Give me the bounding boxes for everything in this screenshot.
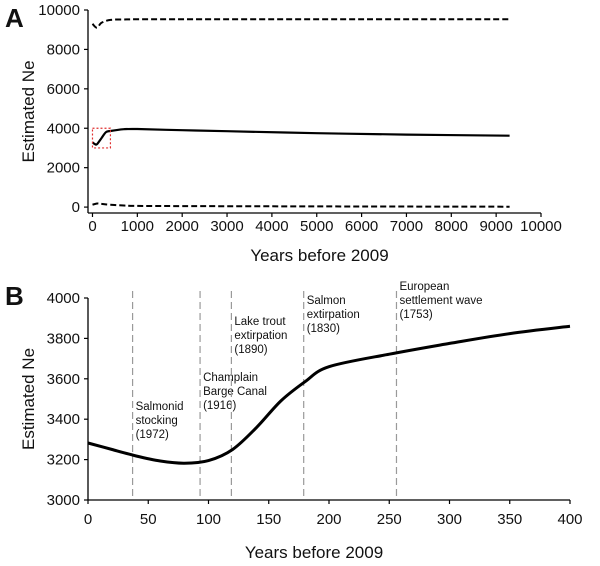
event-label: stocking (136, 415, 178, 427)
panel-a-y-tick-label: 4000 (47, 120, 80, 137)
panel-a-x-tick-label: 7000 (390, 218, 423, 235)
panel-b-x-axis-label: Years before 2009 (245, 543, 383, 562)
panel-b-x-tick-label: 100 (196, 511, 221, 528)
panel-a-plot: 0 2000 4000 6000 8000 10000 0 1000 2000 3000 4000 5… (19, 2, 562, 265)
panel-b-x-tick-label: 300 (437, 511, 462, 528)
panel-a-zoom-box (91, 127, 112, 149)
panel-a-x-tick-label: 1000 (121, 218, 154, 235)
panel-a-series-2-line (91, 127, 510, 146)
panel-b-x-tick-label: 200 (316, 511, 341, 528)
event-label: (1830) (307, 323, 340, 335)
event-label: (1916) (203, 400, 236, 412)
panel-a-series-1-line (91, 18, 510, 29)
panel-a-y-tick-label: 0 (72, 199, 80, 216)
panel-b-y-tick-label: 3200 (47, 452, 80, 469)
panel-b-x-tick-label: 50 (140, 511, 157, 528)
panel-b-x-tick-label: 350 (497, 511, 522, 528)
event-label: (1972) (136, 429, 169, 441)
panel-label-a: A (5, 3, 24, 33)
panel-b-plot: 3000 3200 3400 3600 3800 4000 0 50 100 150 200 250 3… (19, 281, 583, 562)
event-label: settlement wave (399, 295, 482, 307)
panel-a-x-axis-label: Years before 2009 (250, 246, 388, 265)
panel-a-y-tick-label: 10000 (38, 2, 80, 19)
panel-b-x-tick-label: 400 (557, 511, 582, 528)
panel-b-y-tick-label: 3400 (47, 411, 80, 428)
panel-a-x-tick-label: 3000 (210, 218, 243, 235)
event-label: Barge Canal (203, 386, 267, 398)
panel-a-y-axis-label: Estimated Ne (19, 60, 38, 162)
panel-a-x-tick-label: 4000 (255, 218, 288, 235)
event-label: European (399, 281, 449, 293)
event-label: extirpation (307, 309, 360, 321)
panel-b-y-tick-label: 3800 (47, 330, 80, 347)
panel-b-y-tick-label: 4000 (47, 290, 80, 307)
panel-a-y-tick-label: 2000 (47, 160, 80, 177)
panel-a-x-tick-label: 0 (88, 218, 96, 235)
event-label: (1890) (234, 344, 267, 356)
panel-a-x-tick-label: 5000 (300, 218, 333, 235)
event-label: extirpation (234, 330, 287, 342)
panel-a-x-tick-label: 10000 (520, 218, 562, 235)
panel-b-y-tick-label: 3000 (47, 492, 80, 509)
panel-a-y-tick-label: 6000 (47, 81, 80, 98)
panel-a-series-3-line (92, 202, 510, 208)
panel-a-x-tick-label: 9000 (479, 218, 512, 235)
event-label: (1753) (399, 309, 432, 321)
panel-b-y-axis-label: Estimated Ne (19, 348, 38, 450)
panel-b-x-tick-label: 0 (84, 511, 92, 528)
event-label: Champlain (203, 372, 258, 384)
panel-a-x-tick-label: 6000 (345, 218, 378, 235)
panel-b-x-tick-label: 250 (377, 511, 402, 528)
event-label: Salmon (307, 295, 346, 307)
panel-a-x-tick-label: 8000 (435, 218, 468, 235)
event-label: Salmonid (136, 401, 184, 413)
event-label: Lake trout (234, 316, 286, 328)
panel-a-y-tick-label: 8000 (47, 41, 80, 58)
panel-b-y-tick-label: 3600 (47, 371, 80, 388)
panel-a-x-tick-label: 2000 (166, 218, 199, 235)
panel-b-series-line (87, 324, 571, 465)
panel-label-b: B (5, 281, 24, 311)
panel-b-x-tick-label: 150 (256, 511, 281, 528)
